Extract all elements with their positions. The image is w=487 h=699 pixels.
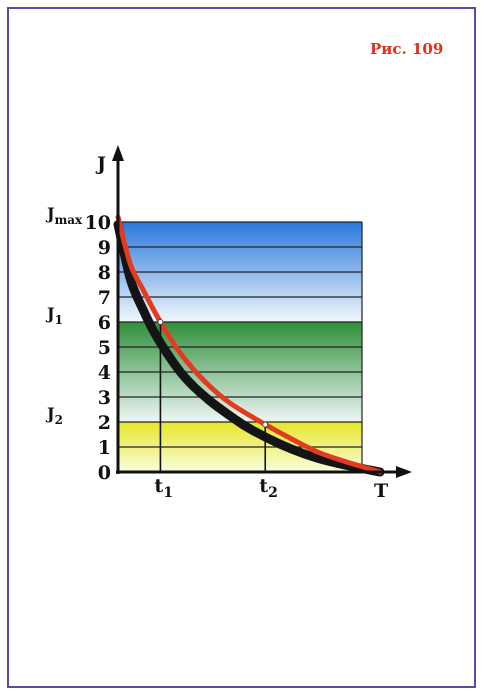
y-tick-label: 4	[98, 362, 111, 384]
x-tick-label: t1	[154, 475, 173, 501]
figure-caption: Рис. 109	[370, 40, 444, 58]
x-axis-arrow	[396, 466, 412, 478]
y-level-label: J2	[45, 404, 63, 427]
y-tick-label: 6	[98, 312, 111, 334]
x-tick-label: t2	[259, 475, 278, 501]
y-tick-label: 2	[98, 412, 111, 434]
y-level-label: J1	[45, 304, 63, 327]
drop-line-layer	[157, 319, 269, 472]
y-tick-label: 7	[98, 287, 111, 309]
curve-point-2	[262, 421, 269, 428]
y-tick-label: 0	[98, 462, 111, 484]
y-tick-label: 5	[98, 337, 111, 359]
y-tick-label: 8	[98, 262, 111, 284]
y-tick-label: 3	[98, 387, 111, 409]
x-axis-title: T	[374, 480, 388, 502]
y-axis-arrow	[112, 145, 124, 161]
curve-layer	[113, 214, 385, 477]
page-border	[7, 7, 476, 688]
curve-point-1	[157, 319, 164, 325]
y-tick-label: 9	[98, 237, 111, 259]
y-level-label: Jmax	[45, 204, 83, 227]
y-axis-title: J	[95, 153, 106, 175]
y-tick-label: 10	[85, 212, 111, 234]
axis-layer	[112, 145, 412, 478]
red-curve	[115, 214, 383, 475]
y-tick-label: 1	[98, 437, 111, 459]
black-curve	[113, 220, 385, 477]
